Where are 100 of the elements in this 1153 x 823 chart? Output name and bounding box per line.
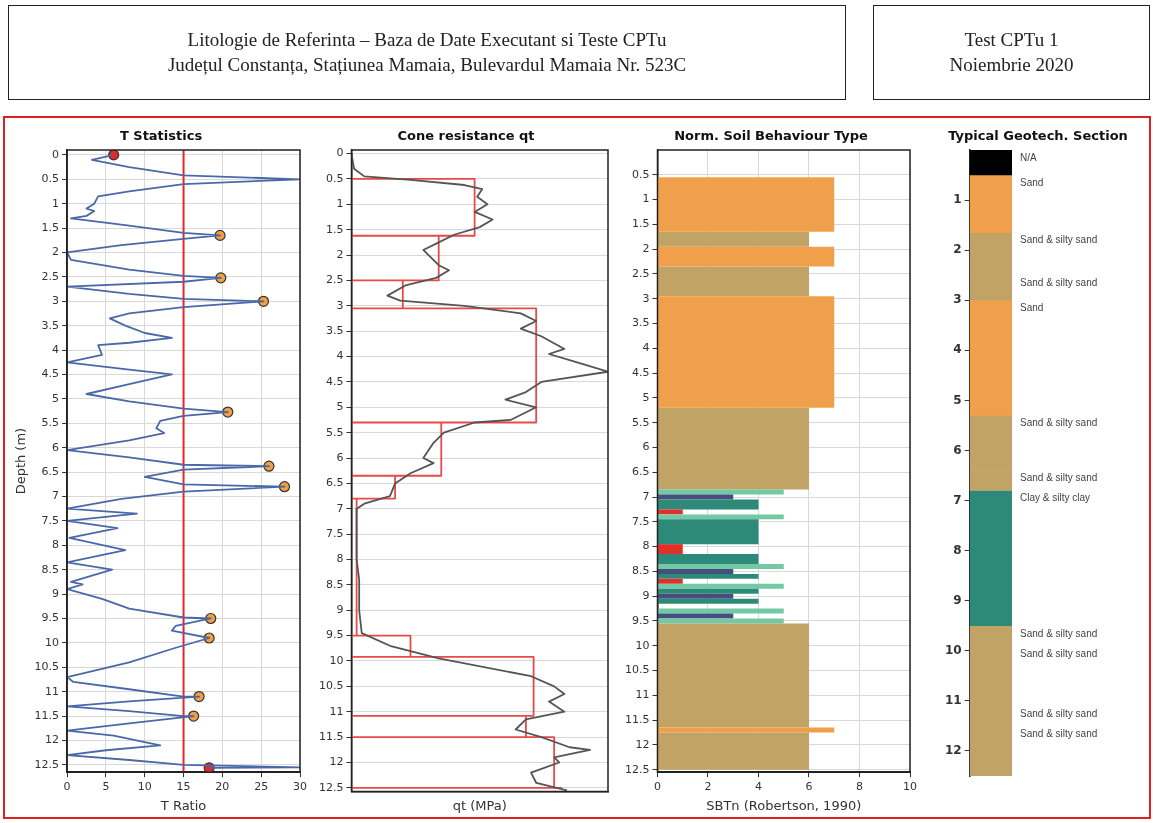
y-tick-label: 1 bbox=[336, 197, 344, 211]
y-tick-label: 3 bbox=[336, 298, 344, 312]
y-tick-label: 0.5 bbox=[41, 172, 60, 186]
y-tick-label: 7.5 bbox=[325, 526, 344, 540]
y-tick-label: 12.5 bbox=[318, 780, 344, 794]
x-tick-label: 5 bbox=[102, 779, 110, 793]
y-tick-label: 1 bbox=[642, 192, 650, 206]
x-tick-label: 20 bbox=[215, 779, 230, 793]
series-label: Sand & silty sand bbox=[1020, 472, 1098, 484]
x-tick-label: 0 bbox=[63, 779, 71, 793]
y-tick-label: 3.5 bbox=[325, 324, 344, 338]
x-tick-label: 0 bbox=[653, 779, 661, 793]
x-axis-title: qt (MPa) bbox=[452, 797, 507, 813]
chart-title: T Statistics bbox=[119, 127, 203, 143]
y-tick-label: 7.5 bbox=[41, 513, 60, 527]
chart-title: Typical Geotech. Section bbox=[948, 127, 1128, 143]
y-tick-label: 5 bbox=[336, 400, 344, 414]
y-tick-label: 10.5 bbox=[318, 679, 344, 693]
y-tick-label: 1 bbox=[52, 196, 60, 210]
y-tick-label: 4 bbox=[52, 342, 60, 356]
y-tick-label: 0.5 bbox=[325, 171, 344, 185]
x-tick-label: 10 bbox=[903, 779, 917, 793]
chart-title: Norm. Soil Behaviour Type bbox=[674, 127, 869, 143]
bar bbox=[969, 490, 1012, 627]
y-tick-label: 8.5 bbox=[41, 562, 60, 576]
y-tick-label: 2 bbox=[52, 245, 60, 259]
y-tick-label: 4 bbox=[953, 342, 962, 357]
series-label: Sand & silty sand bbox=[1020, 234, 1098, 246]
series-label: Sand bbox=[1020, 301, 1044, 313]
y-tick-label: 8 bbox=[52, 538, 60, 552]
text: Județul Constanța, Stațiunea Mamaia, Bulevardul Mamaia Nr. 523C bbox=[166, 52, 688, 77]
y-axis-title: Depth (m) bbox=[13, 427, 29, 495]
x-tick-label: 2 bbox=[704, 779, 712, 793]
y-tick-label: 6 bbox=[52, 440, 60, 454]
x-axis-title: T Ratio bbox=[159, 797, 207, 813]
y-tick-label: 6.5 bbox=[325, 476, 344, 490]
y-tick-label: 12 bbox=[635, 737, 650, 751]
x-tick-label: 10 bbox=[137, 779, 152, 793]
y-tick-label: 10 bbox=[635, 638, 650, 652]
y-tick-label: 12.5 bbox=[34, 757, 60, 771]
series-label: N/A bbox=[1020, 151, 1037, 163]
y-tick-label: 10.5 bbox=[34, 660, 60, 674]
y-tick-label: 4.5 bbox=[325, 374, 344, 388]
y-tick-label: 10 bbox=[45, 635, 60, 649]
x-tick-label: 6 bbox=[805, 779, 813, 793]
y-tick-label: 9 bbox=[52, 586, 60, 600]
y-tick-label: 0.5 bbox=[631, 167, 650, 181]
y-tick-label: 9 bbox=[642, 589, 650, 603]
y-tick-label: 5.5 bbox=[41, 416, 60, 430]
y-tick-label: 0 bbox=[52, 147, 60, 161]
series-label: Clay & silty clay bbox=[1020, 492, 1091, 504]
bar bbox=[969, 150, 1012, 176]
y-tick-label: 11 bbox=[945, 693, 962, 708]
y-tick-label: 12 bbox=[329, 755, 344, 769]
y-tick-label: 1.5 bbox=[41, 220, 60, 234]
y-tick-label: 7 bbox=[642, 489, 650, 503]
y-tick-label: 3 bbox=[642, 291, 650, 305]
y-tick-label: 4 bbox=[336, 349, 344, 363]
y-tick-label: 1.5 bbox=[325, 222, 344, 236]
series-label: Sand & silty sand bbox=[1020, 707, 1098, 719]
y-tick-label: 9.5 bbox=[41, 611, 60, 625]
y-tick-label: 6 bbox=[336, 450, 344, 464]
y-tick-label: 0 bbox=[336, 146, 344, 160]
y-tick-label: 2 bbox=[336, 247, 344, 261]
series-label: Sand & silty sand bbox=[1020, 647, 1098, 659]
y-tick-label: 2.5 bbox=[325, 273, 344, 287]
y-tick-label: 12 bbox=[945, 743, 962, 758]
series-label: Sand & silty sand bbox=[1020, 417, 1098, 429]
x-tick-label: 15 bbox=[176, 779, 191, 793]
text: Litologie de Referinta – Baza de Date Executant si Teste CPTu bbox=[186, 27, 668, 52]
series-label: Sand & silty sand bbox=[1020, 627, 1098, 639]
x-tick-label: 25 bbox=[254, 779, 269, 793]
y-tick-label: 5 bbox=[642, 390, 650, 404]
y-tick-label: 10 bbox=[945, 642, 962, 657]
x-axis-title: SBTn (Robertson, 1990) bbox=[706, 797, 862, 813]
y-tick-label: 10 bbox=[329, 653, 344, 667]
y-tick-label: 5.5 bbox=[325, 425, 344, 439]
y-tick-label: 4.5 bbox=[631, 365, 650, 379]
series-label: Sand bbox=[1020, 176, 1044, 188]
bar bbox=[969, 299, 1012, 416]
y-tick-label: 5 bbox=[953, 392, 962, 407]
x-tick-label: 4 bbox=[755, 779, 762, 793]
y-tick-label: 1.5 bbox=[631, 217, 650, 231]
y-tick-label: 11.5 bbox=[34, 708, 60, 722]
y-tick-label: 4.5 bbox=[41, 367, 60, 381]
y-tick-label: 8.5 bbox=[325, 577, 344, 591]
y-tick-label: 6 bbox=[953, 442, 962, 457]
y-tick-label: 7.5 bbox=[631, 514, 650, 528]
y-tick-label: 6.5 bbox=[631, 465, 650, 479]
text: Test CPTu 1 bbox=[963, 27, 1060, 52]
y-tick-label: 5 bbox=[52, 391, 60, 405]
y-tick-label: 11 bbox=[635, 688, 650, 702]
y-tick-label: 9.5 bbox=[631, 613, 650, 627]
y-tick-label: 7 bbox=[52, 489, 60, 503]
y-tick-label: 11 bbox=[329, 704, 344, 718]
y-tick-label: 8 bbox=[336, 552, 344, 566]
y-tick-label: 6.5 bbox=[41, 464, 60, 478]
y-tick-label: 6 bbox=[642, 440, 650, 454]
y-tick-label: 9 bbox=[953, 592, 962, 607]
y-tick-label: 11 bbox=[45, 684, 60, 698]
